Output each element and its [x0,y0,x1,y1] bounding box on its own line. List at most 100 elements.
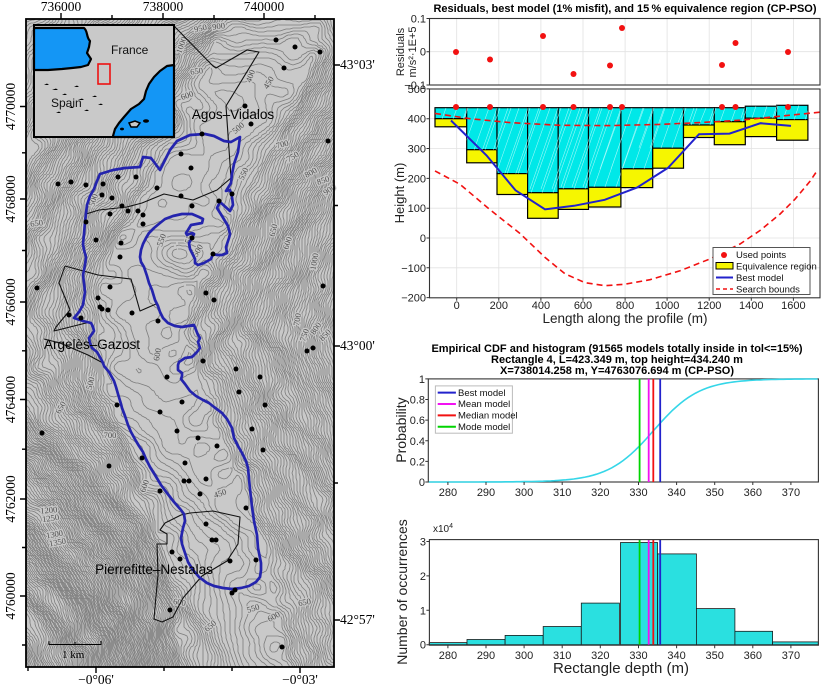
svg-text:Length along the profile (m): Length along the profile (m) [542,311,707,326]
svg-text:x104: x104 [433,523,453,535]
svg-text:m/s²·1E+5: m/s²·1E+5 [407,26,419,77]
svg-text:100: 100 [408,203,426,215]
svg-text:650: 650 [297,596,311,608]
svg-text:280: 280 [439,650,457,662]
svg-text:700: 700 [104,430,117,440]
svg-text:−0.1: −0.1 [404,80,426,92]
svg-text:736000: 736000 [41,0,82,14]
svg-text:290: 290 [477,650,495,662]
svg-text:300: 300 [515,487,533,499]
svg-text:4760000: 4760000 [3,572,18,620]
svg-text:300: 300 [515,650,533,662]
svg-text:0.2: 0.2 [410,456,425,468]
svg-text:350: 350 [706,650,724,662]
svg-text:Probability: Probability [393,397,409,462]
svg-text:Used points: Used points [736,250,786,261]
svg-text:4770000: 4770000 [3,83,18,131]
svg-text:280: 280 [439,487,457,499]
svg-text:800: 800 [616,300,634,312]
svg-text:900: 900 [212,20,226,32]
svg-text:200: 200 [408,173,426,185]
svg-text:950: 950 [193,22,208,34]
svg-text:Residuals, best model (1% misf: Residuals, best model (1% misfit), and 1… [433,3,816,15]
svg-text:Pierrefitte–Nestalas: Pierrefitte–Nestalas [95,562,213,577]
svg-text:Mode model: Mode model [458,422,510,433]
svg-text:−0°03': −0°03' [282,672,318,687]
svg-text:0.4: 0.4 [410,436,425,448]
svg-text:700: 700 [275,138,290,151]
svg-text:600: 600 [172,596,186,608]
svg-text:1000: 1000 [308,252,321,270]
svg-text:0: 0 [420,640,426,652]
svg-text:0: 0 [420,47,426,59]
svg-text:290: 290 [477,487,495,499]
svg-text:650: 650 [190,65,204,77]
svg-text:−100: −100 [401,263,426,275]
svg-text:4762000: 4762000 [3,475,18,523]
svg-text:0: 0 [420,233,426,245]
svg-text:Rectangle 4, L=423.349 m, top: Rectangle 4, L=423.349 m, top height=434… [491,354,743,366]
svg-text:350: 350 [706,487,724,499]
svg-text:1200: 1200 [697,300,721,312]
svg-text:700: 700 [291,312,303,326]
svg-text:600: 600 [574,300,592,312]
svg-text:0: 0 [419,477,425,489]
svg-text:Height (m): Height (m) [392,163,407,224]
svg-text:740000: 740000 [244,0,285,14]
svg-text:310: 310 [553,650,571,662]
svg-text:320: 320 [591,650,609,662]
svg-text:−0°06': −0°06' [78,672,114,687]
svg-text:3: 3 [420,537,426,549]
svg-text:42°57': 42°57' [340,612,375,627]
svg-text:43°03': 43°03' [340,57,375,72]
svg-text:Mean model: Mean model [458,399,510,410]
svg-text:France: France [111,43,149,57]
svg-text:Best model: Best model [458,388,506,399]
svg-text:400: 400 [532,300,550,312]
svg-text:310: 310 [553,487,571,499]
svg-text:X=738014.258 m, Y=4763076.694: X=738014.258 m, Y=4763076.694 m (CP-PSO) [500,365,734,377]
svg-text:Agos–Vidalos: Agos–Vidalos [192,107,275,122]
svg-text:Spain: Spain [51,96,82,110]
svg-text:550: 550 [245,601,260,614]
svg-text:Empirical CDF and histogram (9: Empirical CDF and histogram (91565 model… [431,343,802,355]
svg-text:1300: 1300 [45,528,63,541]
svg-text:600: 600 [151,347,163,361]
svg-text:4764000: 4764000 [3,376,18,424]
svg-text:1400: 1400 [739,300,763,312]
svg-text:1: 1 [419,374,425,386]
svg-text:Rectangle depth (m): Rectangle depth (m) [553,660,689,677]
svg-text:Residuals: Residuals [395,27,407,76]
svg-text:4766000: 4766000 [3,278,18,326]
svg-text:600: 600 [280,235,294,250]
svg-text:330: 330 [629,650,647,662]
svg-text:370: 370 [782,650,800,662]
svg-text:340: 340 [667,487,685,499]
svg-text:1600: 1600 [781,300,805,312]
svg-text:738000: 738000 [143,0,184,14]
svg-text:Search bounds: Search bounds [736,285,800,296]
svg-text:1250: 1250 [41,512,59,524]
svg-text:Median model: Median model [458,411,518,422]
svg-text:0.8: 0.8 [410,395,425,407]
svg-text:340: 340 [667,650,685,662]
svg-text:500: 500 [84,376,97,391]
svg-text:2: 2 [420,571,426,583]
svg-text:43°00': 43°00' [340,338,375,353]
svg-text:360: 360 [744,487,762,499]
svg-text:0: 0 [454,300,460,312]
svg-text:300: 300 [408,144,426,156]
svg-text:Best model: Best model [736,273,784,284]
svg-text:0.1: 0.1 [411,14,426,26]
svg-text:320: 320 [591,487,609,499]
svg-text:500: 500 [408,84,426,96]
svg-text:650: 650 [267,223,280,238]
svg-text:370: 370 [782,487,800,499]
svg-text:1350: 1350 [48,536,66,549]
svg-text:200: 200 [490,300,508,312]
svg-text:4768000: 4768000 [3,175,18,223]
svg-text:1000: 1000 [655,300,679,312]
svg-text:1200: 1200 [40,504,58,515]
svg-text:Number of occurrences: Number of occurrences [394,519,410,665]
svg-text:360: 360 [744,650,762,662]
